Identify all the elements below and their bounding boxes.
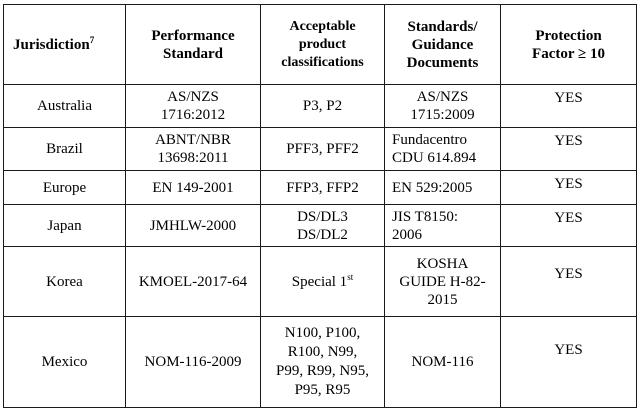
cell-performance: KMOEL-2017-64	[125, 246, 261, 317]
cell-performance: EN 149-2001	[125, 170, 261, 205]
table-row-korea: Korea KMOEL-2017-64 Special 1st KOSHA GUI…	[3, 246, 637, 317]
cell-jurisdiction: Korea	[3, 246, 126, 317]
table-row-australia: Australia AS/NZS 1716:2012 P3, P2 AS/NZS 1…	[3, 84, 637, 128]
header-performance-standard: Performance Standard	[125, 4, 261, 85]
cell-factor: YES	[500, 170, 637, 205]
cell-factor: YES	[500, 204, 637, 247]
table-row-japan: Japan JMHLW-2000 DS/DL3 DS/DL2 JIS T8150:…	[3, 204, 637, 247]
cell-performance: AS/NZS 1716:2012	[125, 84, 261, 128]
cell-acceptable: DS/DL3 DS/DL2	[260, 204, 385, 247]
cell-acceptable: Special 1st	[260, 246, 385, 317]
cell-standards: AS/NZS 1715:2009	[384, 84, 501, 128]
cell-acceptable: N100, P100, R100, N99, P99, R99, N95, P95, …	[260, 316, 385, 408]
cell-acceptable: FFP3, FFP2	[260, 170, 385, 205]
cell-performance: JMHLW-2000	[125, 204, 261, 247]
respirator-standards-table: Jurisdiction7 Performance Standard Accept…	[3, 4, 637, 408]
cell-jurisdiction: Europe	[3, 170, 126, 205]
cell-jurisdiction: Brazil	[3, 127, 126, 171]
header-row: Jurisdiction7 Performance Standard Accept…	[3, 4, 637, 85]
cell-factor: YES	[500, 246, 637, 317]
header-protection-factor: Protection Factor ≥ 10	[500, 4, 637, 85]
cell-jurisdiction: Mexico	[3, 316, 126, 408]
cell-standards: NOM-116	[384, 316, 501, 408]
cell-jurisdiction: Japan	[3, 204, 126, 247]
cell-acceptable: PFF3, PFF2	[260, 127, 385, 171]
cell-standards: Fundacentro CDU 614.894	[384, 127, 501, 171]
cell-factor: YES	[500, 127, 637, 171]
header-standards-documents: Standards/Guidance Documents	[384, 4, 501, 85]
cell-acceptable: P3, P2	[260, 84, 385, 128]
cell-performance: NOM-116-2009	[125, 316, 261, 408]
cell-standards: EN 529:2005	[384, 170, 501, 205]
cell-performance: ABNT/NBR 13698:2011	[125, 127, 261, 171]
table-row-brazil: Brazil ABNT/NBR 13698:2011 PFF3, PFF2 Fun…	[3, 127, 637, 171]
cell-factor: YES	[500, 84, 637, 128]
cell-standards: JIS T8150: 2006	[384, 204, 501, 247]
header-jurisdiction: Jurisdiction7	[3, 4, 126, 85]
table-row-europe: Europe EN 149-2001 FFP3, FFP2 EN 529:200…	[3, 170, 637, 205]
table-row-mexico: Mexico NOM-116-2009 N100, P100, R100, N99…	[3, 316, 637, 408]
header-acceptable-classifications: Acceptable product classifications	[260, 4, 385, 85]
cell-factor: YES	[500, 316, 637, 408]
cell-jurisdiction: Australia	[3, 84, 126, 128]
cell-standards: KOSHA GUIDE H-82- 2015	[384, 246, 501, 317]
